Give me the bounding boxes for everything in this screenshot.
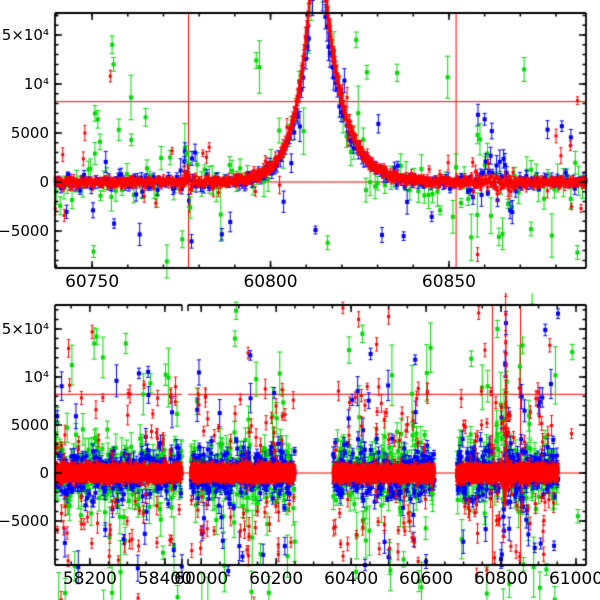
light-curve-figure: 607506080060850−50000500010⁴1.5×10⁴58200… (0, 0, 600, 600)
scatter-plot-canvas (0, 0, 600, 600)
